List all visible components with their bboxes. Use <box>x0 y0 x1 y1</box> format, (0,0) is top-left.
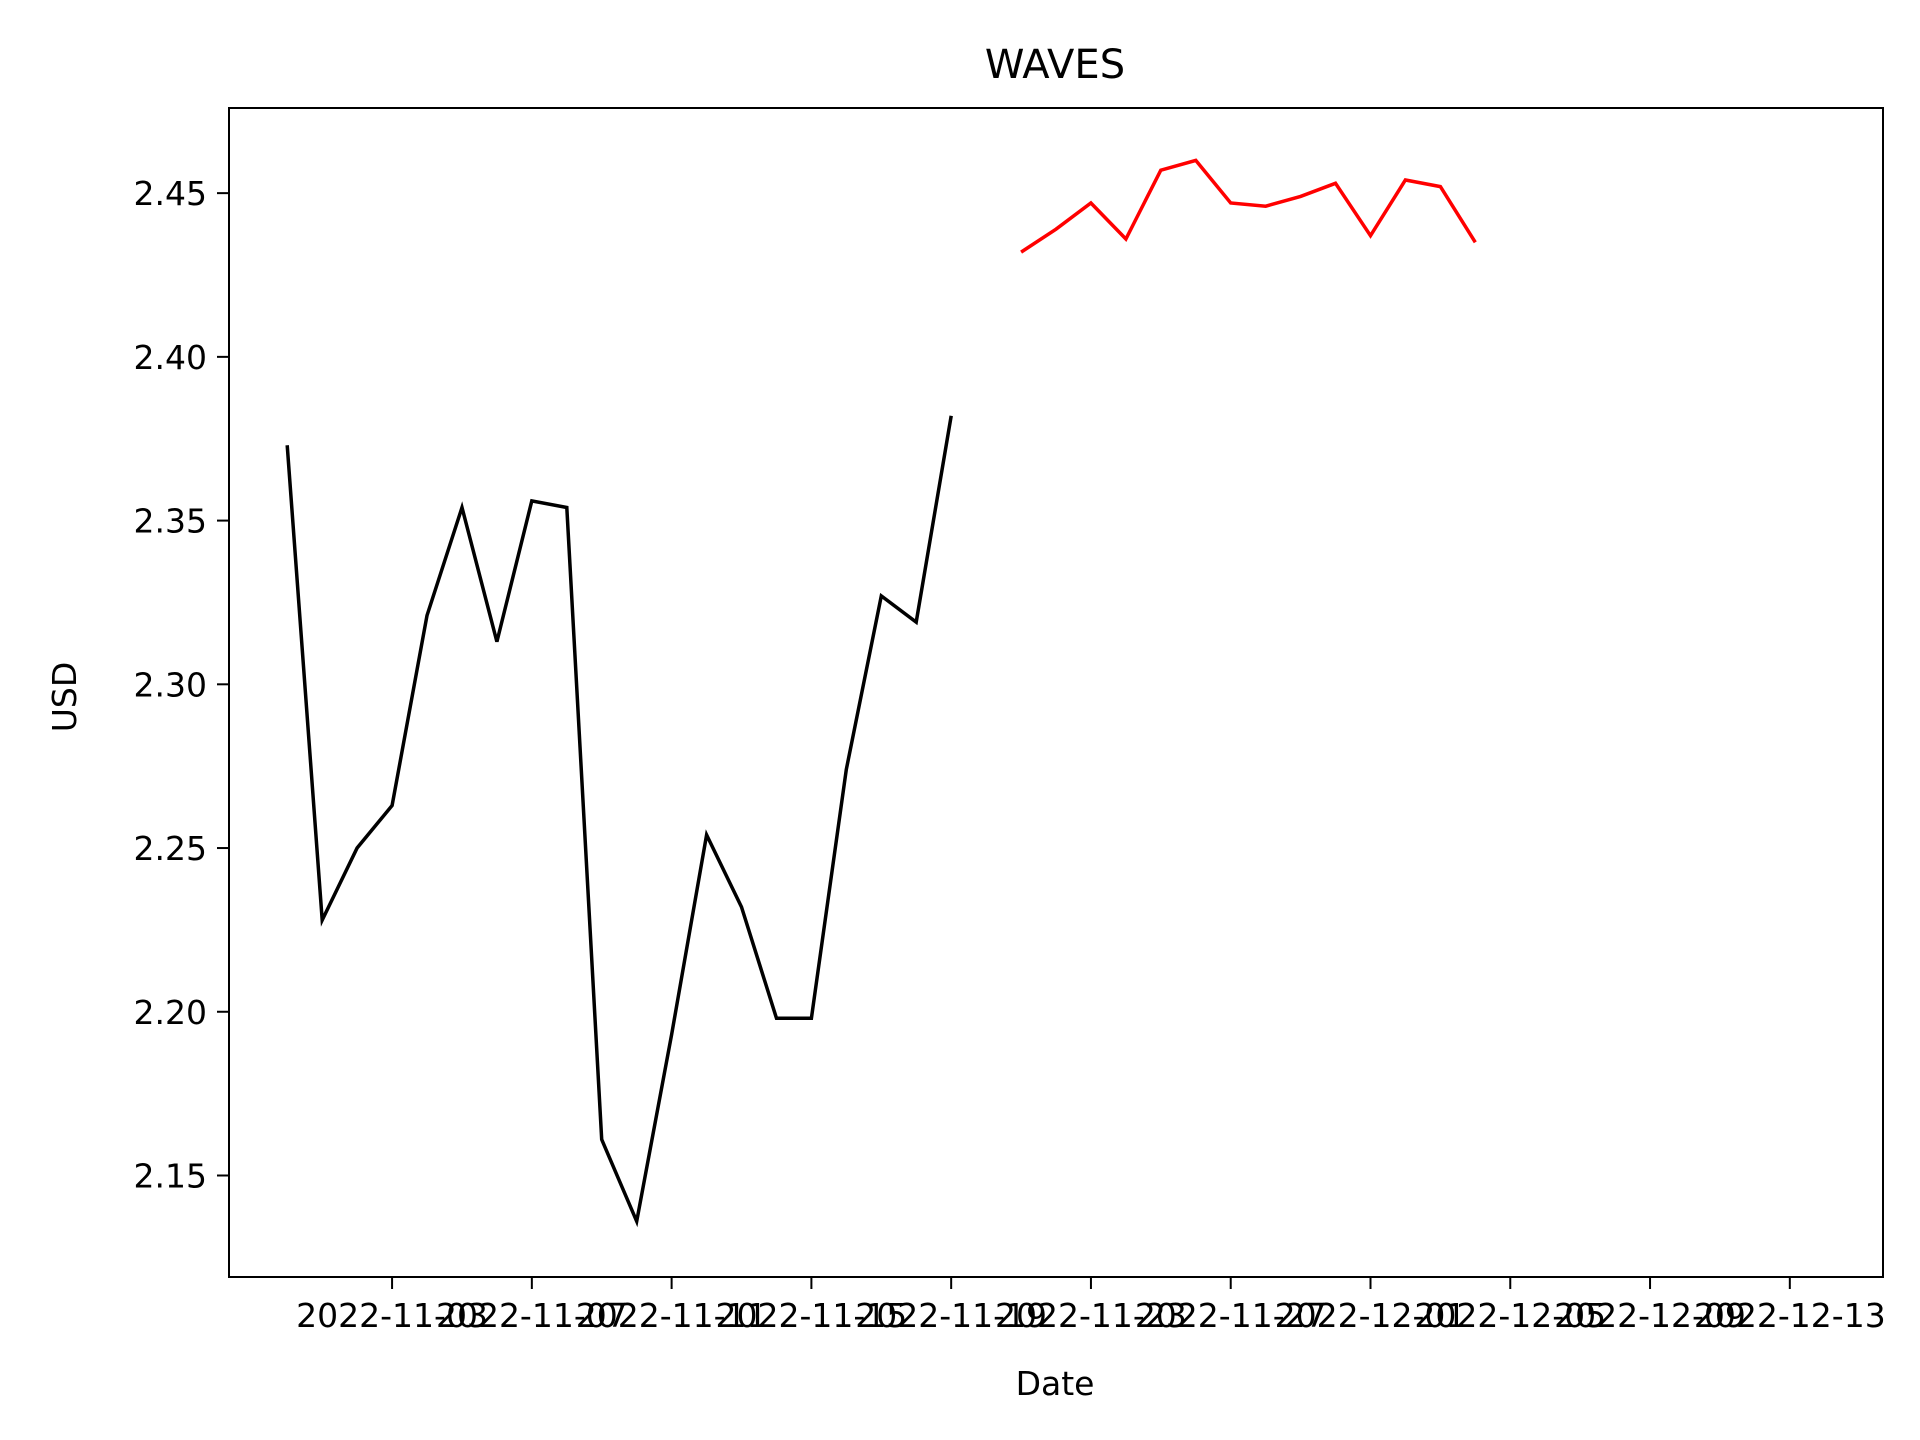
x-tick-label: 2022-12-09 <box>1554 1296 1746 1335</box>
x-tick-label: 2022-12-01 <box>1275 1296 1467 1335</box>
chart-title: WAVES <box>985 42 1125 88</box>
y-tick-label: 2.40 <box>134 338 207 377</box>
axes-frame <box>228 107 1884 1278</box>
x-tick-label: 2022-12-13 <box>1694 1296 1886 1335</box>
x-tick-label: 2022-11-07 <box>436 1296 628 1335</box>
x-tick-label: 2022-11-27 <box>1135 1296 1327 1335</box>
y-axis-title: USD <box>45 662 84 733</box>
series-line-1 <box>285 415 953 1228</box>
y-tick-label: 2.25 <box>134 829 207 868</box>
plot-area <box>228 107 1884 1278</box>
y-tick-label: 2.20 <box>134 993 207 1032</box>
x-tick-label: 2022-11-03 <box>296 1296 488 1335</box>
x-tick-label: 2022-11-11 <box>576 1296 768 1335</box>
series-line-2 <box>1020 158 1477 254</box>
x-tick-label: 2022-11-19 <box>855 1296 1047 1335</box>
x-tick-label: 2022-11-15 <box>716 1296 908 1335</box>
y-tick-label: 2.45 <box>134 174 207 213</box>
y-tick-label: 2.15 <box>134 1156 207 1195</box>
x-tick-label: 2022-12-05 <box>1414 1296 1606 1335</box>
x-axis-ticks: 2022-11-032022-11-072022-11-112022-11-15… <box>296 1277 1886 1335</box>
x-tick-label: 2022-11-23 <box>995 1296 1187 1335</box>
y-tick-label: 2.30 <box>134 665 207 704</box>
series-layer <box>285 158 1477 1228</box>
x-axis-title: Date <box>1016 1364 1095 1403</box>
y-axis-ticks: 2.15 2.20 2.25 2.30 2.35 2.40 2.45 <box>134 174 229 1195</box>
y-tick-label: 2.35 <box>134 502 207 541</box>
